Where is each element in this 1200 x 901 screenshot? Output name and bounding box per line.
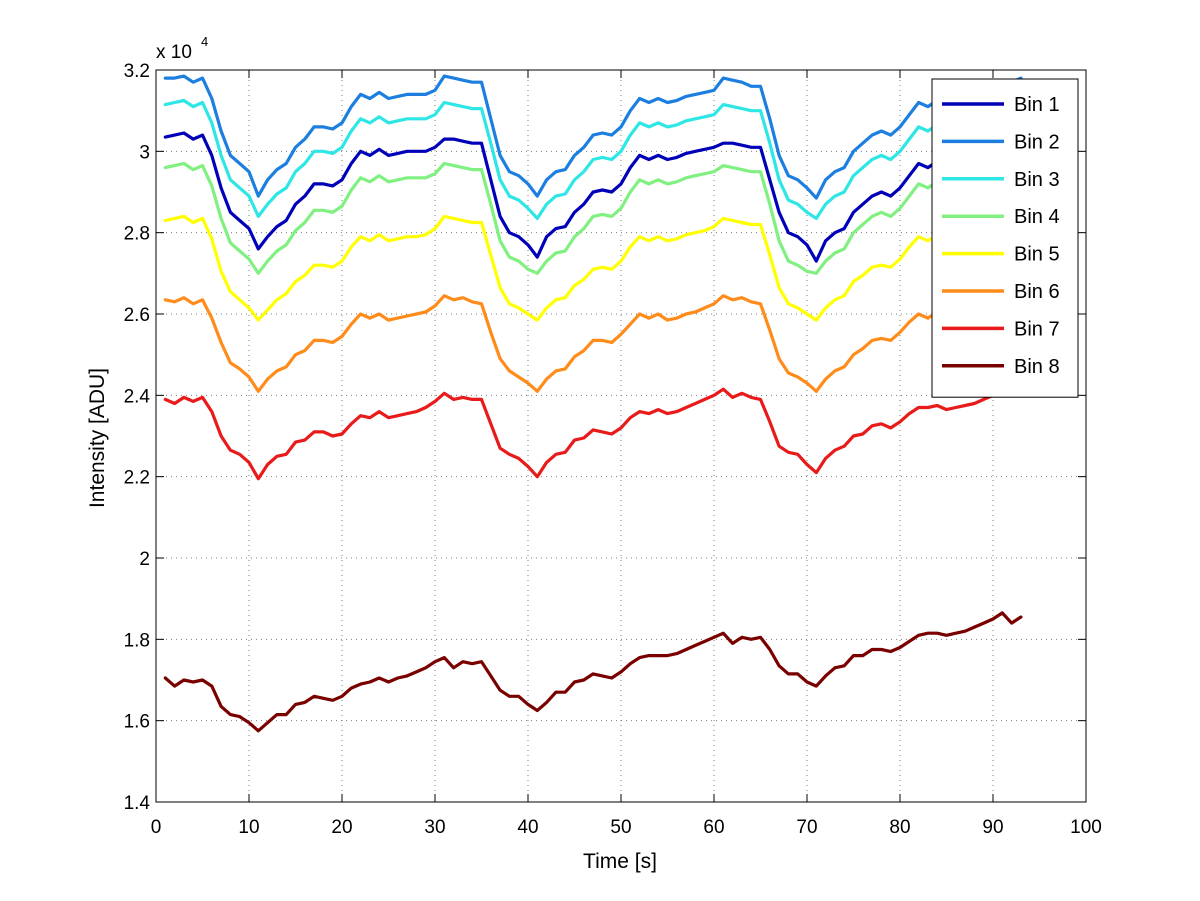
series-line-bin-6 [163, 294, 1023, 393]
legend-label: Bin 2 [1014, 131, 1060, 153]
x-tick-label: 70 [796, 817, 817, 838]
x-axis-label: Time [s] [583, 850, 657, 873]
x-tick-label: 40 [517, 817, 538, 838]
x-tick-label: 0 [151, 817, 162, 838]
legend-item: Bin 5 [942, 244, 1060, 266]
series-line-bin-7 [163, 385, 1023, 481]
legend-item: Bin 1 [942, 94, 1060, 116]
legend-box [931, 78, 1079, 398]
legend: Bin 1 Bin 2 Bin 3 Bin 4 Bin 5 Bin 6 Bin 7 Bin 8 [931, 78, 1079, 398]
y-exponent-power: 4 [201, 34, 208, 49]
legend-item: Bin 3 [942, 169, 1060, 191]
x-tick-label: 90 [982, 817, 1003, 838]
x-tick-label: 30 [424, 817, 445, 838]
legend-label: Bin 7 [1014, 318, 1060, 340]
series-line-bin-1 [163, 131, 1023, 263]
y-axis-label: Intensity [ADU] [86, 368, 109, 508]
axis-ticks: 0 10 20 30 40 50 60 70 80 90 100 1.4 1.6 1.8 2 2.2 2.4 2.… [124, 61, 1102, 838]
legend-item: Bin 6 [942, 281, 1060, 303]
y-tick-label: 3 [139, 142, 150, 163]
x-tick-label: 80 [889, 817, 910, 838]
series-line-bin-3 [163, 98, 1023, 220]
legend-item: Bin 4 [942, 206, 1060, 228]
legend-label: Bin 3 [1014, 169, 1060, 191]
series-line-bin-8 [163, 611, 1023, 733]
series-line-bin-4 [163, 161, 1023, 275]
legend-item: Bin 8 [942, 356, 1060, 378]
x-tick-label: 20 [331, 817, 352, 838]
y-exponent: x 10 4 [156, 34, 208, 63]
y-tick-label: 2.4 [124, 386, 151, 407]
y-tick-label: 2.2 [124, 468, 150, 489]
y-tick-label: 2.6 [124, 305, 150, 326]
series-line-bin-2 [163, 74, 1023, 200]
y-tick-label: 1.6 [124, 712, 150, 733]
y-tick-label: 2.8 [124, 224, 150, 245]
legend-label: Bin 6 [1014, 281, 1060, 303]
x-tick-label: 50 [610, 817, 631, 838]
y-tick-label: 3.2 [124, 61, 150, 82]
series-line-bin-5 [163, 214, 1023, 322]
x-tick-label: 60 [703, 817, 724, 838]
x-tick-label: 100 [1070, 817, 1102, 838]
y-exponent-base: x 10 [156, 42, 192, 63]
legend-label: Bin 8 [1014, 356, 1060, 378]
legend-label: Bin 5 [1014, 244, 1060, 266]
legend-item: Bin 7 [942, 318, 1060, 340]
y-tick-label: 2 [139, 549, 150, 570]
legend-label: Bin 4 [1014, 206, 1060, 228]
legend-item: Bin 2 [942, 131, 1060, 153]
series-layer [163, 74, 1023, 733]
y-tick-label: 1.4 [124, 793, 151, 814]
x-tick-label: 10 [238, 817, 259, 838]
legend-label: Bin 1 [1014, 94, 1060, 116]
y-tick-label: 1.8 [124, 630, 150, 651]
